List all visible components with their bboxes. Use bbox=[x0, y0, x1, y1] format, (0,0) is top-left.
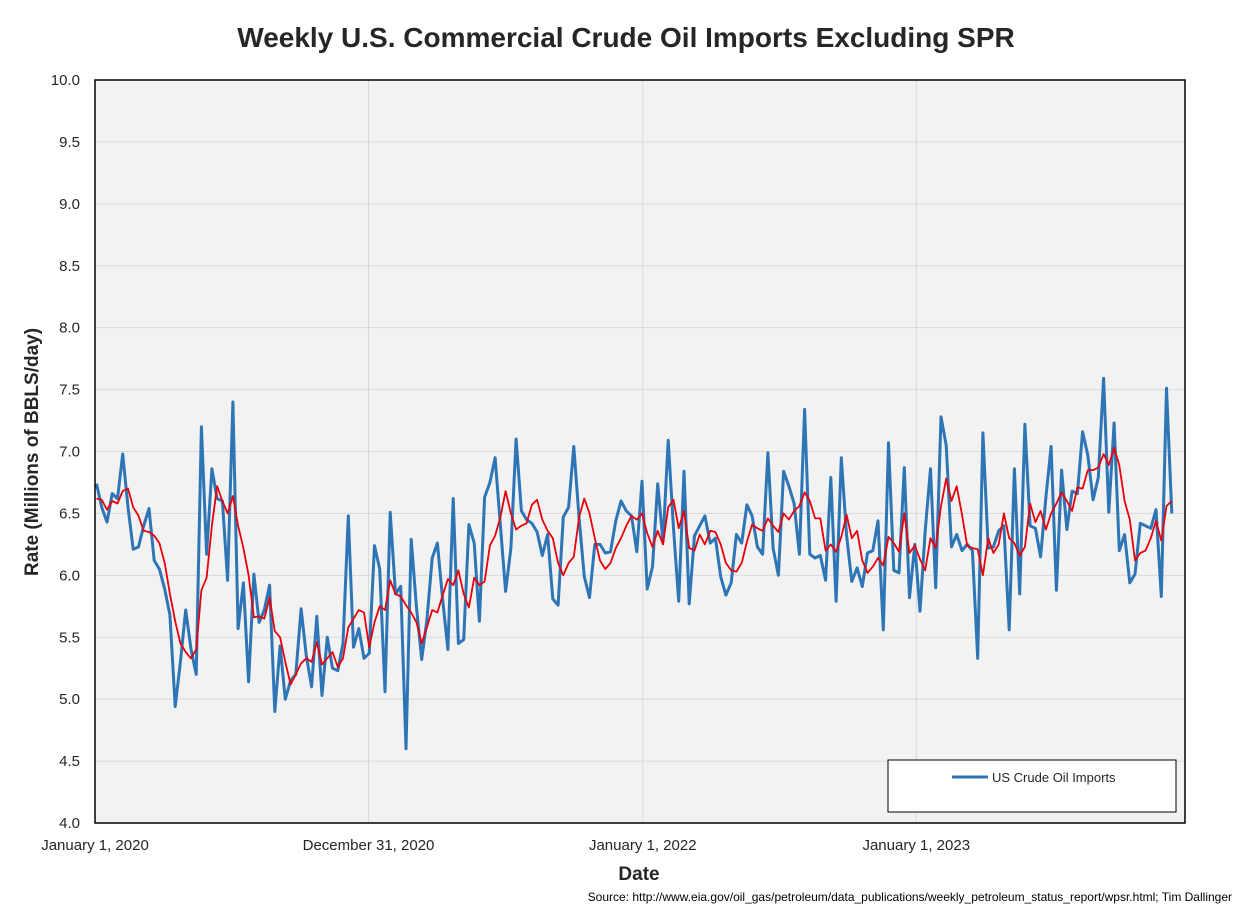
imports-line bbox=[95, 376, 1174, 751]
y-tick-label: 8.0 bbox=[59, 320, 80, 337]
y-tick-label: 6.0 bbox=[59, 567, 80, 584]
source-note: Source: http://www.eia.gov/oil_gas/petro… bbox=[587, 890, 1232, 904]
y-axis: 4.0 4.5 5.0 5.5 6.0 6.5 7.0 7.5 8.0 8.5 9.0 9.5 10.0 bbox=[51, 72, 80, 832]
y-tick-label: 4.0 bbox=[59, 815, 80, 832]
x-tick-label: December 31, 2020 bbox=[303, 837, 435, 854]
chart-title: Weekly U.S. Commercial Crude Oil Imports… bbox=[237, 22, 1015, 53]
gridlines bbox=[95, 80, 1185, 823]
legend: US Crude Oil Imports bbox=[887, 759, 1177, 813]
y-tick-label: 4.5 bbox=[59, 753, 80, 770]
x-tick-label: January 1, 2023 bbox=[862, 837, 970, 854]
moving-average-line bbox=[96, 446, 1173, 686]
legend-label: US Crude Oil Imports bbox=[992, 770, 1116, 785]
y-tick-label: 9.0 bbox=[59, 196, 80, 213]
y-tick-label: 7.5 bbox=[59, 382, 80, 399]
x-tick-label: January 1, 2022 bbox=[589, 837, 697, 854]
x-tick-label: January 1, 2020 bbox=[41, 837, 149, 854]
y-tick-label: 5.5 bbox=[59, 629, 80, 646]
y-tick-label: 8.5 bbox=[59, 258, 80, 275]
y-axis-title: Rate (Millions of BBLS/day) bbox=[22, 328, 43, 576]
y-tick-label: 9.5 bbox=[59, 134, 80, 151]
x-axis-title: Date bbox=[618, 864, 659, 885]
y-tick-label: 7.0 bbox=[59, 444, 80, 461]
y-tick-label: 6.5 bbox=[59, 505, 80, 522]
legend-box bbox=[887, 759, 1177, 813]
series-lines bbox=[95, 376, 1174, 751]
plot-border bbox=[94, 79, 1186, 824]
x-axis: January 1, 2020 December 31, 2020 January … bbox=[41, 837, 970, 854]
y-tick-label: 10.0 bbox=[51, 72, 80, 89]
y-tick-label: 5.0 bbox=[59, 691, 80, 708]
